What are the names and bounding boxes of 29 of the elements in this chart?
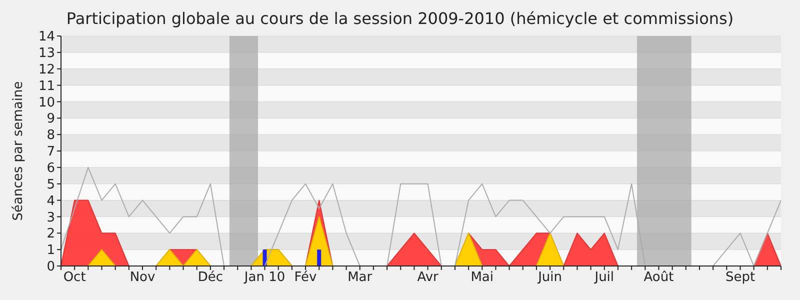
y-tick-label: 10 [38,95,55,110]
y-tick-label: 8 [46,128,55,144]
x-tick-label: Déc [198,270,224,285]
y-tick-label: 13 [38,46,55,61]
y-tick-label: 6 [46,160,55,176]
x-tick-label: Sept [725,270,756,285]
x-tick-label: Nov [130,270,156,285]
x-tick-label: Jan 10 [243,270,286,285]
y-tick-label: 1 [46,243,55,258]
y-tick-label: 4 [46,194,55,209]
y-tick-label: 5 [46,177,55,192]
chart-title: Participation globale au cours de la session 2009-2010 (hémicycle et commissions) [66,9,734,28]
x-tick-label: Fév [294,270,318,285]
x-tick-label: Oct [63,270,86,285]
y-tick-label: 2 [46,226,55,242]
x-tick-label: Juil [594,270,614,285]
x-tick-label: Août [644,270,674,285]
y-tick-label: 12 [38,62,55,78]
y-tick-label: 14 [38,30,55,45]
y-axis-title: Séances par semaine [11,81,26,221]
x-tick-label: Mar [348,270,373,285]
y-tick-label: 7 [46,144,55,160]
x-tick-label: Avr [417,270,440,285]
y-tick-label: 9 [46,112,55,127]
y-tick-label: 0 [46,260,55,275]
x-tick-label: Mai [470,270,494,285]
y-tick-label: 11 [38,78,55,94]
x-tick-label: Juin [537,270,562,285]
y-tick-label: 3 [46,210,55,226]
